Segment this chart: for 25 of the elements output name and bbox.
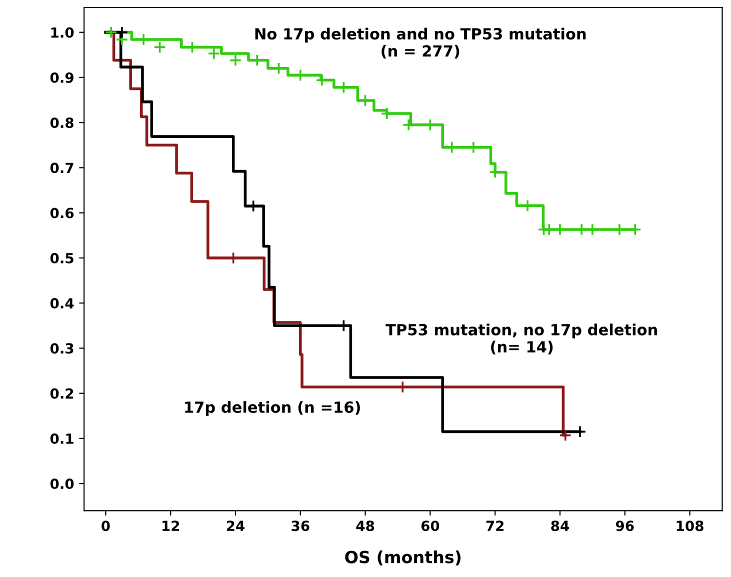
y-tick-label: 0.2 (50, 388, 74, 399)
y-tick-label: 0.7 (50, 162, 74, 174)
y-tick-label: 0.4 (50, 298, 74, 309)
x-tick-label: 0 (102, 520, 110, 532)
y-tick-label: 0.8 (50, 118, 74, 128)
y-tick-label: 0.3 (50, 343, 74, 354)
x-tick-label: 12 (162, 520, 180, 531)
series-label: TP53 mutation, no 17p deletion (n= 14) (386, 324, 657, 354)
x-tick-label: 36 (292, 520, 310, 532)
y-tick-label: 0.5 (50, 252, 74, 264)
x-tick-label: 96 (616, 520, 634, 532)
series-label: 17p deletion (n =16) (185, 401, 360, 416)
y-tick-label: 0.6 (50, 208, 74, 218)
series-label: No 17p deletion and no TP53 mutation (n = 277) (255, 28, 586, 59)
x-tick-label: 48 (356, 520, 374, 532)
x-tick-label: 60 (421, 520, 440, 532)
x-tick-label: 24 (226, 520, 245, 531)
x-tick-label: 84 (551, 520, 570, 532)
x-tick-label: 108 (676, 520, 704, 532)
y-tick-label: 0.1 (50, 433, 74, 444)
x-tick-label: 72 (486, 520, 504, 531)
y-tick-label: 0.0 (50, 478, 74, 490)
x-axis-title: OS (months) (345, 550, 461, 566)
y-tick-label: 1.0 (51, 27, 74, 38)
y-tick-label: 0.9 (50, 72, 74, 83)
